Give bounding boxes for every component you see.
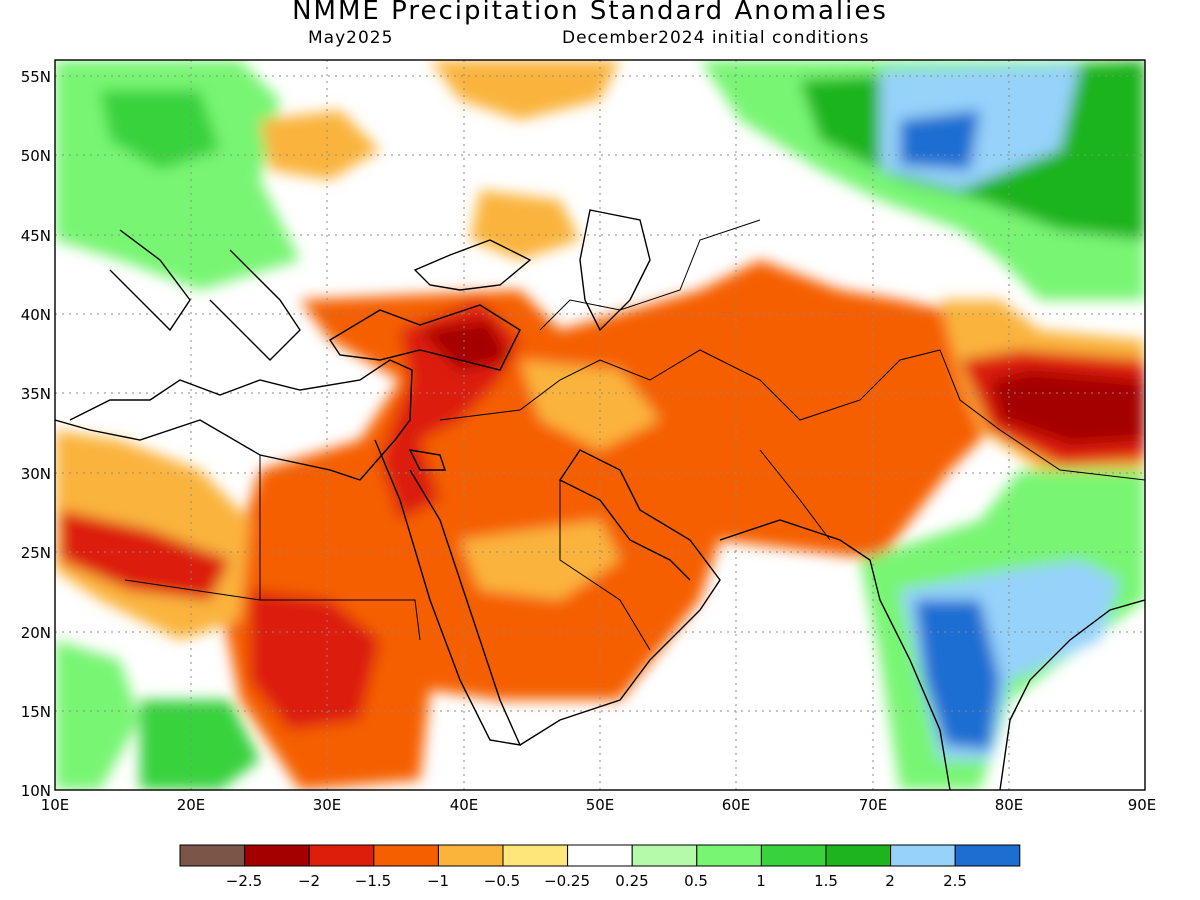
colorbar-swatch [567, 844, 633, 867]
colorbar-swatch [308, 844, 375, 867]
colorbar-label: −1.5 [355, 872, 391, 890]
lon-tick-label: 80E [995, 796, 1024, 814]
country-borders [124, 219, 1145, 651]
colorbar-swatch [631, 844, 698, 867]
colorbar-label: 0.25 [615, 872, 648, 890]
colorbar-swatch [244, 844, 310, 867]
colorbar-label: 1.5 [814, 872, 838, 890]
colorbar-swatch [890, 844, 956, 867]
lon-tick-label: 30E [313, 796, 342, 814]
lon-tick-label: 50E [586, 796, 615, 814]
colorbar-label: −0.25 [544, 872, 590, 890]
lon-tick-label: 90E [1128, 796, 1157, 814]
colorbar-label: −1 [427, 872, 449, 890]
lat-tick-label: 45N [21, 227, 51, 245]
colorbar-swatch [502, 844, 569, 867]
lon-tick-label: 20E [177, 796, 206, 814]
colorbar-swatch [954, 844, 1021, 867]
colorbar-label: 1 [756, 872, 766, 890]
colorbar: −2.5 −2 −1.5 −1 −0.5 −0.25 0.25 0.5 1 1.… [179, 844, 1021, 890]
colorbar-label: −0.5 [484, 872, 520, 890]
coastlines [55, 209, 1145, 790]
lon-axis: 10E 20E 30E 40E 50E 60E 70E 80E 90E [41, 796, 1157, 814]
plot-border [54, 59, 1146, 791]
colorbar-label: 2 [885, 872, 895, 890]
target-month: May2025 [308, 28, 394, 48]
lat-tick-label: 30N [21, 465, 51, 483]
colorbar-label: 2.5 [943, 872, 967, 890]
lat-tick-label: 35N [21, 385, 51, 403]
lon-tick-label: 70E [859, 796, 888, 814]
lat-tick-label: 15N [21, 703, 51, 721]
lon-tick-label: 10E [41, 796, 70, 814]
lat-tick-label: 55N [21, 68, 51, 86]
colorbar-swatch [825, 844, 892, 867]
lon-tick-label: 60E [722, 796, 751, 814]
map-title: NMME Precipitation Standard Anomalies [292, 0, 888, 26]
lat-axis: 10N 15N 20N 25N 30N 35N 40N 45N 50N 55N [21, 68, 51, 800]
lon-tick-label: 40E [450, 796, 479, 814]
lat-tick-label: 50N [21, 147, 51, 165]
lat-tick-label: 10N [21, 782, 51, 800]
lat-tick-label: 40N [21, 306, 51, 324]
colorbar-swatch [696, 844, 762, 867]
lat-tick-label: 25N [21, 544, 51, 562]
colorbar-label: −2.5 [226, 872, 262, 890]
colorbar-swatch [373, 844, 439, 867]
colorbar-label: −2 [298, 872, 320, 890]
lat-tick-label: 20N [21, 624, 51, 642]
colorbar-swatch [179, 844, 246, 867]
grid-lines [55, 60, 1145, 790]
initial-conditions: December2024 initial conditions [562, 28, 870, 48]
colorbar-label: 0.5 [684, 872, 708, 890]
colorbar-swatch [437, 844, 504, 867]
colorbar-swatch [760, 844, 827, 867]
